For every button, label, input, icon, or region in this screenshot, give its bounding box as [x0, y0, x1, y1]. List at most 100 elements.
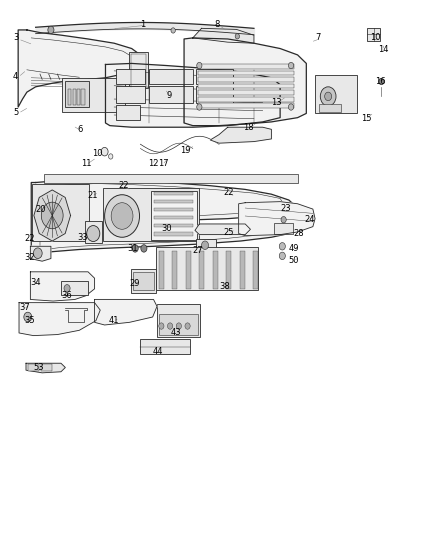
Bar — [315, 75, 357, 114]
Bar — [198, 103, 294, 108]
Bar — [28, 365, 39, 370]
Circle shape — [105, 195, 140, 237]
Bar — [68, 89, 71, 105]
Polygon shape — [184, 38, 306, 126]
Circle shape — [141, 245, 147, 252]
Bar — [140, 340, 190, 354]
Bar — [117, 106, 141, 120]
Text: 13: 13 — [272, 98, 282, 107]
Text: 23: 23 — [280, 204, 291, 213]
Bar — [62, 78, 125, 112]
Text: 43: 43 — [171, 328, 182, 337]
Circle shape — [41, 202, 63, 229]
Bar — [153, 191, 193, 195]
Text: 50: 50 — [289, 256, 299, 264]
Text: 8: 8 — [215, 20, 220, 29]
Circle shape — [111, 203, 133, 229]
Text: 7: 7 — [315, 34, 321, 43]
Circle shape — [325, 92, 332, 101]
Bar — [73, 89, 76, 105]
Bar — [85, 221, 102, 243]
Bar — [198, 64, 294, 69]
Bar — [196, 86, 233, 103]
Circle shape — [167, 323, 173, 329]
Text: 22: 22 — [223, 188, 234, 197]
Bar — [77, 89, 80, 105]
Text: 33: 33 — [77, 233, 88, 243]
Text: 16: 16 — [375, 77, 386, 86]
Polygon shape — [193, 28, 254, 43]
Circle shape — [279, 252, 286, 260]
Bar — [103, 188, 199, 241]
Circle shape — [197, 62, 202, 69]
Text: 44: 44 — [152, 347, 163, 356]
Circle shape — [201, 241, 208, 249]
Bar — [131, 269, 156, 293]
Bar — [155, 247, 258, 290]
Bar — [199, 251, 205, 289]
Text: 22: 22 — [119, 181, 129, 190]
Circle shape — [24, 312, 32, 322]
Circle shape — [281, 216, 286, 223]
Bar — [61, 281, 88, 295]
Bar — [41, 365, 52, 370]
Bar — [159, 314, 198, 335]
Polygon shape — [95, 300, 157, 325]
Circle shape — [176, 323, 181, 329]
Bar — [172, 251, 177, 289]
Circle shape — [235, 34, 240, 39]
Circle shape — [320, 87, 336, 106]
Circle shape — [159, 323, 164, 329]
Text: 53: 53 — [33, 363, 44, 372]
Text: 28: 28 — [293, 229, 304, 238]
Text: 49: 49 — [289, 245, 299, 254]
Circle shape — [33, 248, 42, 259]
Bar — [117, 69, 145, 84]
Bar — [274, 223, 293, 233]
Text: 14: 14 — [378, 45, 389, 54]
Bar — [133, 272, 154, 290]
Bar — [130, 52, 148, 88]
Text: 32: 32 — [25, 254, 35, 262]
Bar — [32, 183, 89, 241]
Bar — [149, 86, 193, 103]
Circle shape — [185, 323, 190, 329]
Text: 36: 36 — [61, 291, 72, 300]
Text: 12: 12 — [148, 159, 159, 168]
Circle shape — [171, 28, 175, 33]
Text: 29: 29 — [130, 279, 140, 288]
Circle shape — [379, 78, 384, 85]
Bar — [153, 216, 193, 219]
Bar — [198, 96, 294, 101]
Text: 1: 1 — [141, 20, 146, 29]
Circle shape — [132, 245, 138, 252]
Text: 24: 24 — [304, 215, 314, 224]
Circle shape — [87, 225, 100, 241]
Bar — [198, 90, 294, 95]
Text: 38: 38 — [219, 282, 230, 291]
Circle shape — [64, 285, 70, 292]
Polygon shape — [19, 303, 100, 336]
Polygon shape — [106, 63, 280, 127]
Circle shape — [279, 243, 286, 250]
Bar — [198, 77, 294, 82]
Text: 10: 10 — [92, 149, 103, 158]
Circle shape — [101, 148, 108, 156]
Bar — [319, 104, 341, 112]
Polygon shape — [30, 246, 51, 261]
Bar — [159, 251, 164, 289]
Bar — [153, 200, 193, 203]
Text: 4: 4 — [13, 71, 18, 80]
Bar — [153, 224, 193, 228]
Bar — [198, 84, 294, 88]
Bar — [240, 251, 245, 289]
Polygon shape — [31, 179, 297, 253]
Bar — [226, 251, 231, 289]
Polygon shape — [18, 30, 141, 107]
Text: 31: 31 — [127, 245, 138, 254]
Text: 22: 22 — [25, 235, 35, 244]
Text: 9: 9 — [166, 91, 172, 100]
Bar — [196, 69, 233, 84]
Bar — [153, 232, 193, 236]
Text: 3: 3 — [13, 34, 18, 43]
